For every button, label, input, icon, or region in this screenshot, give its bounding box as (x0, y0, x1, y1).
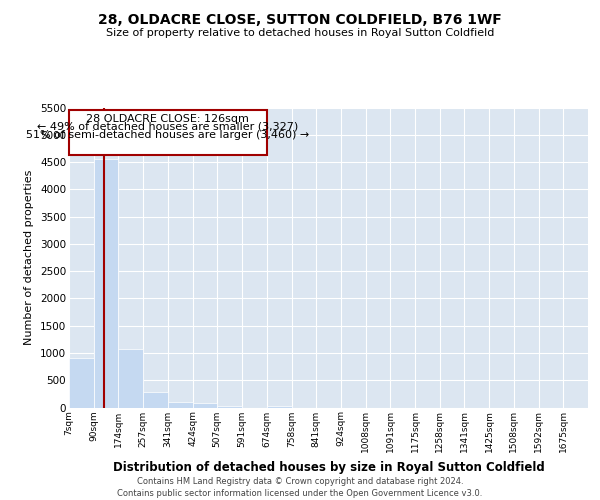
Bar (168, 402, 193, 407)
Bar (69, 358, 94, 408)
Bar (217, 406, 242, 408)
Bar (94, 160, 118, 408)
Text: Contains HM Land Registry data © Crown copyright and database right 2024.
Contai: Contains HM Land Registry data © Crown c… (118, 476, 482, 498)
Bar (118, 349, 143, 408)
Y-axis label: Number of detached properties: Number of detached properties (25, 170, 34, 345)
Text: 28, OLDACRE CLOSE, SUTTON COLDFIELD, B76 1WF: 28, OLDACRE CLOSE, SUTTON COLDFIELD, B76… (98, 12, 502, 26)
Bar (143, 392, 168, 407)
Bar (193, 402, 217, 407)
FancyBboxPatch shape (69, 110, 267, 155)
Text: ← 49% of detached houses are smaller (3,327): ← 49% of detached houses are smaller (3,… (37, 122, 298, 132)
Text: Size of property relative to detached houses in Royal Sutton Coldfield: Size of property relative to detached ho… (106, 28, 494, 38)
Text: 51% of semi-detached houses are larger (3,460) →: 51% of semi-detached houses are larger (… (26, 130, 310, 140)
Text: 28 OLDACRE CLOSE: 126sqm: 28 OLDACRE CLOSE: 126sqm (86, 114, 249, 124)
X-axis label: Distribution of detached houses by size in Royal Sutton Coldfield: Distribution of detached houses by size … (113, 460, 544, 473)
Bar (267, 406, 292, 407)
